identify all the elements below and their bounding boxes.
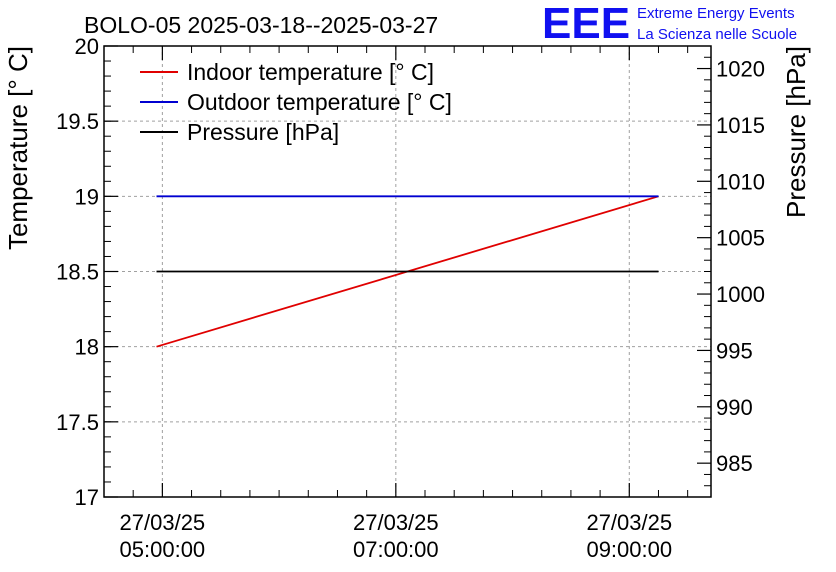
axis-ticks xyxy=(103,45,711,498)
legend: Indoor temperature [° C] Outdoor tempera… xyxy=(140,59,452,145)
y2-tick-label: 1015 xyxy=(716,113,765,138)
x-tick-label-date: 27/03/25 xyxy=(353,510,439,535)
legend-label-pressure: Pressure [hPa] xyxy=(187,119,339,145)
eee-logo: EEE xyxy=(542,0,630,48)
legend-label-outdoor: Outdoor temperature [° C] xyxy=(187,89,452,115)
y2-tick-label: 1020 xyxy=(716,57,765,82)
x-tick-label-date: 27/03/25 xyxy=(586,510,672,535)
y-axis-label: Temperature [° C] xyxy=(3,46,33,250)
x-tick-label-time: 07:00:00 xyxy=(353,537,439,562)
y2-tick-label: 990 xyxy=(716,395,753,420)
series-lines xyxy=(156,195,659,348)
x-tick-label-date: 27/03/25 xyxy=(120,510,206,535)
y-tick-label: 19 xyxy=(75,184,99,209)
legend-label-indoor: Indoor temperature [° C] xyxy=(187,59,434,85)
y2-tick-label: 995 xyxy=(716,338,753,363)
x-tick-label-time: 05:00:00 xyxy=(120,537,206,562)
y2-axis-label: Pressure [hPa] xyxy=(781,46,811,218)
y2-tick-label: 1005 xyxy=(716,226,765,251)
y-tick-label: 17.5 xyxy=(56,410,99,435)
brand-line-1: Extreme Energy Events xyxy=(637,5,795,22)
y2-tick-label: 1000 xyxy=(716,282,765,307)
y-tick-label: 17 xyxy=(75,485,99,510)
y-tick-label: 20 xyxy=(75,34,99,59)
chart-title: BOLO-05 2025-03-18--2025-03-27 xyxy=(84,12,438,38)
x-tick-label-time: 09:00:00 xyxy=(586,537,672,562)
tick-labels: 17 17.5 18 18.5 19 19.5 20 985 990 995 1000 1005 101… xyxy=(56,34,765,562)
y-tick-label: 18 xyxy=(75,335,99,360)
y-tick-label: 19.5 xyxy=(56,109,99,134)
y-tick-label: 18.5 xyxy=(56,260,99,285)
brand-line-2: La Scienza nelle Scuole xyxy=(637,26,797,43)
y2-tick-label: 985 xyxy=(716,451,753,476)
y2-tick-label: 1010 xyxy=(716,169,765,194)
